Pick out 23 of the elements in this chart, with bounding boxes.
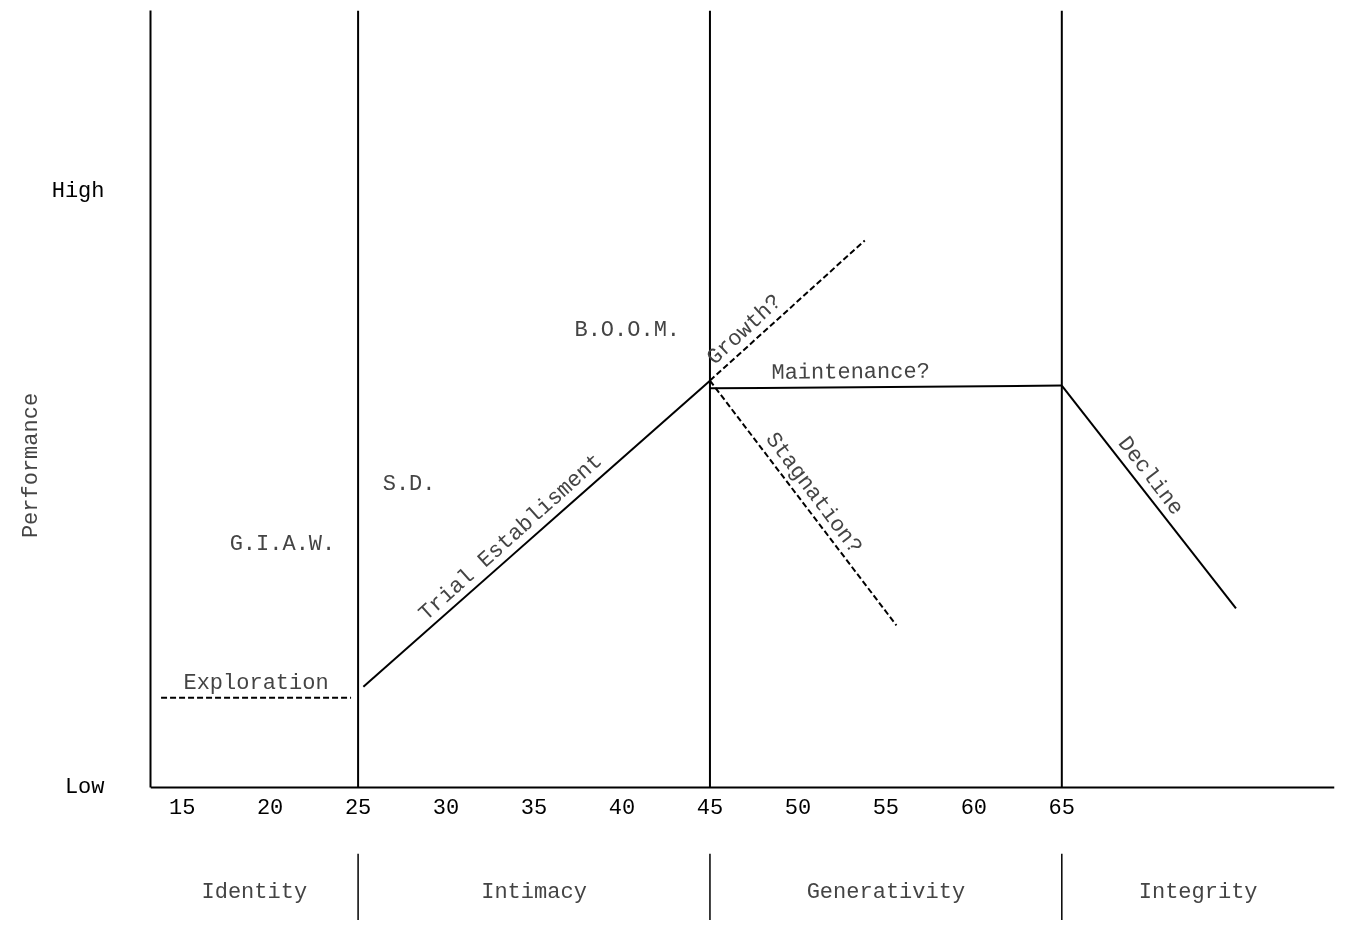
- x-tick-label: 35: [520, 796, 548, 821]
- x-tick-label: 20: [256, 796, 284, 821]
- x-tick-label: 30: [432, 796, 460, 821]
- x-tick-label: 65: [1048, 796, 1076, 821]
- x-tick-label: 45: [696, 796, 724, 821]
- series-label: Exploration: [183, 670, 329, 696]
- annotation: S.D.: [382, 471, 436, 497]
- text: Integrity: [1138, 879, 1258, 905]
- x-tick-label: 55: [872, 796, 900, 821]
- text: Low: [64, 775, 105, 801]
- x-tick-label: 60: [960, 796, 988, 821]
- x-tick-label: 50: [784, 796, 812, 821]
- series-label: Maintenance?: [771, 359, 930, 386]
- text: Generativity: [806, 879, 966, 905]
- x-tick-label: 25: [344, 796, 372, 821]
- annotation: B.O.O.M.: [574, 318, 681, 344]
- y-axis-title: Performance: [18, 392, 44, 539]
- x-tick-label: 40: [608, 796, 636, 821]
- text: High: [51, 178, 105, 204]
- text: Identity: [201, 879, 308, 905]
- x-tick-label: 15: [168, 796, 196, 821]
- annotation: G.I.A.W.: [229, 532, 336, 558]
- text: Intimacy: [481, 879, 587, 905]
